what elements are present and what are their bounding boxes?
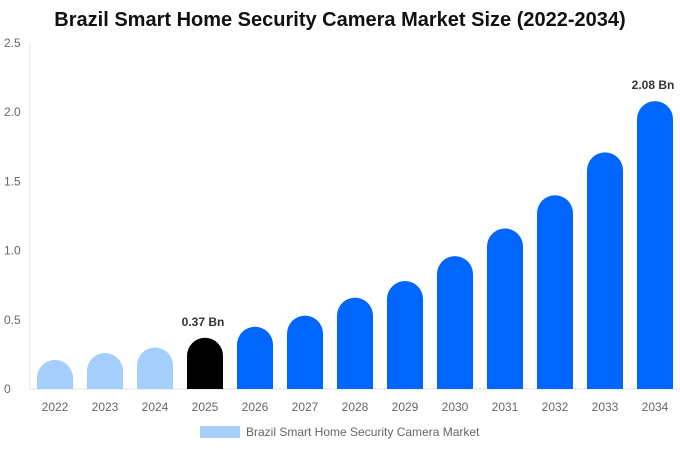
legend: Brazil Smart Home Security Camera Market [200,425,479,439]
x-tick-label: 2024 [142,400,169,414]
x-tick-label: 2031 [492,400,519,414]
y-tick-label: 0 [4,382,11,396]
x-tick-label: 2030 [442,400,469,414]
legend-label: Brazil Smart Home Security Camera Market [246,425,480,439]
y-tick-label: 1.5 [4,174,21,188]
bar-2032 [537,195,573,389]
bar-2034 [637,101,673,390]
x-tick-label: 2034 [642,400,669,414]
bar-2028 [337,297,373,389]
chart-title: Brazil Smart Home Security Camera Market… [54,9,626,31]
x-tick-label: 2026 [242,400,269,414]
legend-swatch [200,426,240,438]
bar-2030 [437,256,473,389]
y-tick-label: 2.0 [4,105,21,119]
x-tick-label: 2023 [92,400,119,414]
x-tick-label: 2033 [592,400,619,414]
bar-2027 [287,315,323,389]
y-tick-label: 2.5 [4,36,21,50]
y-tick-label: 0.5 [4,313,21,327]
bar-2023 [87,353,123,389]
x-tick-label: 2032 [542,400,569,414]
x-tick-label: 2028 [342,400,369,414]
bar-2031 [487,228,523,389]
bar-2025 [187,337,223,389]
bar-2029 [387,281,423,389]
bar-2026 [237,326,273,389]
bar-2033 [587,152,623,389]
x-tick-label: 2029 [392,400,419,414]
data-label-2034: 2.08 Bn [632,78,675,92]
data-label-2025: 0.37 Bn [182,315,225,329]
bar-2024 [137,347,173,389]
x-tick-label: 2025 [192,400,219,414]
x-tick-label: 2022 [42,400,69,414]
bar-2022 [37,359,73,389]
y-tick-label: 1.0 [4,244,21,258]
x-tick-label: 2027 [292,400,319,414]
